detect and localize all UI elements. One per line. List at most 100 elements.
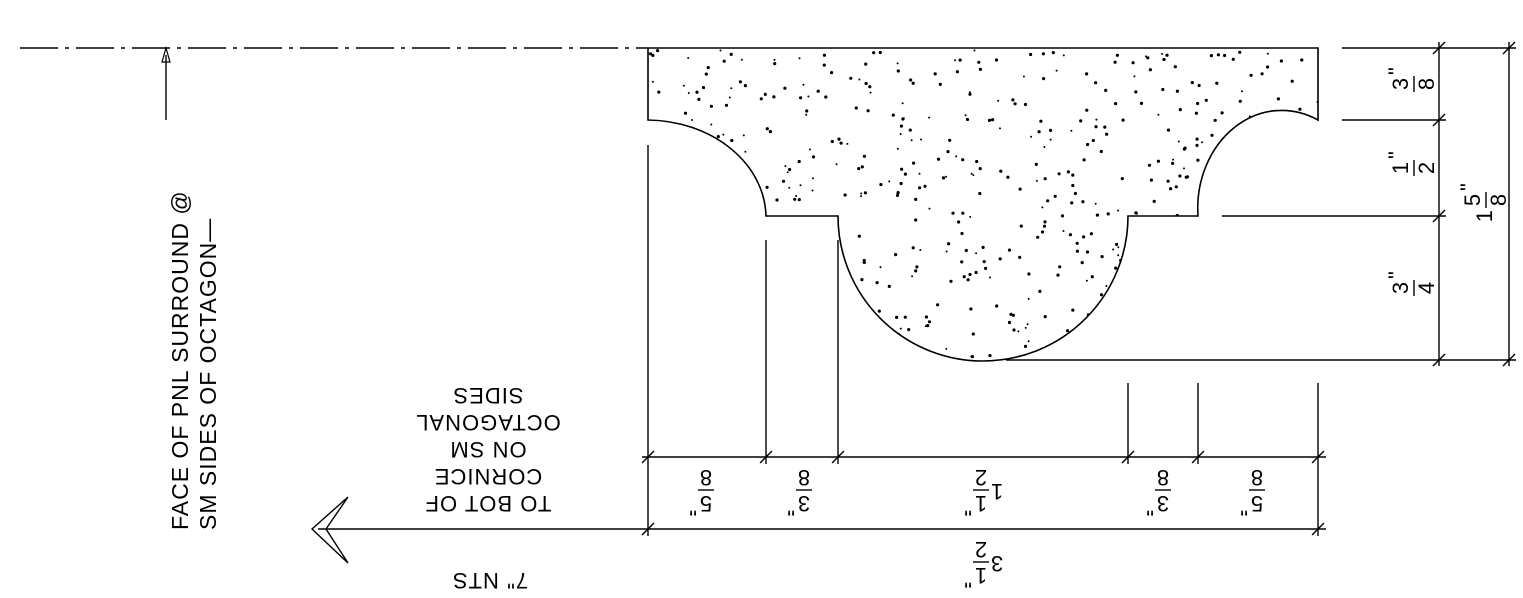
stipple-dot	[1026, 323, 1029, 326]
stipple-dot	[900, 167, 904, 171]
stipple-dot	[972, 174, 975, 177]
stipple-dot	[1270, 239, 1274, 243]
stipple-dot	[661, 139, 665, 143]
stipple-dot	[862, 258, 866, 263]
stipple-dot	[728, 217, 731, 220]
stipple-dot	[1230, 178, 1234, 182]
stipple-dot	[1231, 57, 1235, 61]
stipple-dot	[822, 63, 826, 67]
stipple-dot	[729, 323, 733, 327]
stipple-dot	[945, 175, 948, 178]
stipple-dot	[1268, 174, 1273, 178]
stipple-dot	[793, 246, 797, 250]
stipple-dot	[903, 315, 907, 319]
inch-mark: "	[1456, 183, 1481, 191]
stipple-dot	[1022, 75, 1025, 78]
stipple-dot	[1012, 328, 1016, 332]
stipple-dot	[1202, 203, 1205, 206]
stipple-dot	[927, 320, 932, 324]
inch-mark: "	[689, 495, 697, 520]
stipple-dot	[672, 291, 676, 295]
stipple-dot	[689, 281, 693, 285]
stipple-dot	[730, 87, 733, 90]
stipple-dot	[1185, 242, 1190, 246]
stipple-dot	[1300, 58, 1304, 62]
frac-num: 3	[798, 491, 810, 516]
stipple-dot	[833, 347, 837, 351]
stipple-dot	[742, 134, 745, 137]
stipple-dot	[960, 260, 964, 264]
stipple-dot	[1171, 161, 1175, 165]
stipple-dot	[676, 293, 681, 297]
stipple-dot	[841, 303, 844, 306]
stipple-dot	[707, 211, 711, 215]
stipple-dot	[968, 91, 971, 94]
stipple-dot	[1238, 50, 1242, 54]
stipple-dot	[1018, 187, 1022, 191]
stipple-dot	[860, 192, 863, 195]
bottom-dim-3-8-right: 3 8 "	[1146, 465, 1171, 520]
stipple-dot	[991, 118, 995, 122]
stipple-dot	[1184, 175, 1188, 179]
stipple-dot	[845, 349, 848, 352]
stipple-dot	[1284, 211, 1287, 214]
stipple-dot	[1278, 326, 1282, 331]
stipple-dot	[698, 321, 703, 325]
stipple-dot	[1148, 325, 1152, 329]
stipple-dot	[907, 328, 911, 332]
stipple-dot	[1112, 248, 1115, 251]
stipple-dot	[1099, 293, 1104, 297]
stipple-dot	[891, 113, 895, 117]
bottom-dim-5-8-left: 5 8 "	[689, 465, 714, 520]
stipple-dot	[1112, 282, 1116, 286]
stipple-dot	[928, 116, 931, 119]
stipple-dot	[1114, 284, 1118, 288]
stipple-dot	[1196, 341, 1200, 345]
stipple-dot	[875, 281, 879, 285]
stipple-dot	[701, 86, 706, 90]
stipple-dot	[912, 161, 916, 165]
stipple-dot	[1009, 312, 1013, 316]
stipple-dot	[1216, 53, 1220, 57]
stipple-dot	[735, 187, 739, 191]
stipple-dot	[799, 184, 802, 187]
stipple-dot	[1238, 99, 1242, 103]
stipple-dot	[918, 172, 921, 175]
inch-mark: "	[1384, 151, 1409, 159]
stipple-dot	[849, 293, 852, 296]
stipple-dot	[1291, 199, 1295, 203]
stipple-dot	[1095, 118, 1098, 121]
stipple-dot	[1156, 159, 1160, 163]
stipple-dot	[1099, 149, 1103, 154]
stipple-dot	[879, 182, 883, 187]
stipple-dot	[755, 276, 759, 281]
stipple-dot	[678, 316, 682, 320]
stipple-dot	[1013, 102, 1017, 106]
stipple-dot	[1266, 184, 1270, 188]
inch-mark: "	[1240, 495, 1248, 520]
stipple-dot	[1220, 111, 1224, 115]
stipple-dot	[830, 71, 834, 75]
stipple-dot	[846, 142, 849, 145]
stipple-dot	[1287, 242, 1291, 246]
stipple-dot	[1073, 191, 1077, 196]
stipple-dot	[737, 294, 741, 298]
stipple-dot	[1209, 352, 1213, 356]
stipple-dot	[681, 235, 686, 239]
stipple-dot	[915, 265, 919, 269]
stipple-dot	[1232, 145, 1236, 149]
stipple-dot	[653, 281, 657, 286]
stipple-dot	[698, 133, 702, 137]
stipple-dot	[899, 133, 902, 136]
frac-den: 8	[700, 465, 712, 490]
stipple-dot	[964, 248, 968, 253]
stipple-dot	[1046, 199, 1050, 203]
stipple-dot	[1313, 224, 1316, 227]
stipple-dot	[759, 97, 763, 101]
stipple-dot	[1019, 224, 1023, 228]
stipple-dot	[965, 117, 970, 122]
stipple-dot	[816, 357, 819, 360]
stipple-dot	[817, 271, 821, 276]
stipple-dot	[1043, 220, 1047, 224]
frac-num: 1	[975, 491, 987, 516]
